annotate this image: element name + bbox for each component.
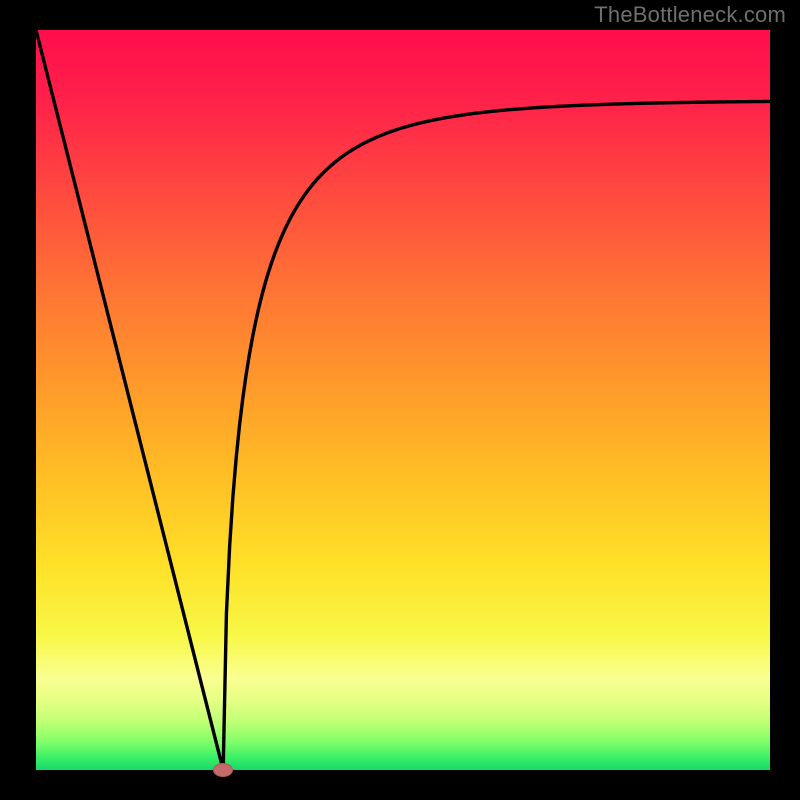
curve-path: [36, 30, 770, 770]
minimum-marker: [213, 763, 233, 777]
bottleneck-curve: [36, 30, 770, 770]
chart-stage: TheBottleneck.com: [0, 0, 800, 800]
plot-area: [36, 30, 770, 770]
watermark-label: TheBottleneck.com: [594, 2, 786, 28]
